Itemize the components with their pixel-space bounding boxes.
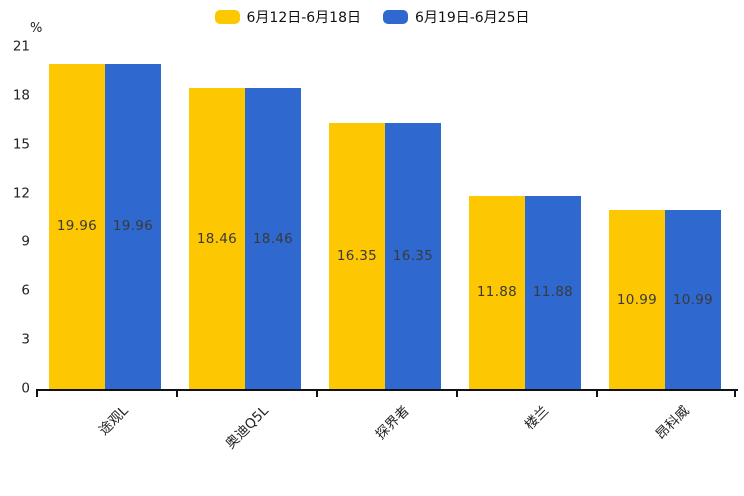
legend-swatch-week2-icon <box>383 10 408 24</box>
bar-value-label: 11.88 <box>476 284 518 301</box>
y-axis-tick-label: 6 <box>21 282 30 299</box>
y-axis-tick-label: 18 <box>12 87 30 104</box>
x-axis-category-label: 昂科威 <box>652 402 693 443</box>
bar-week1[interactable]: 11.88 <box>469 195 525 389</box>
bar-week2[interactable]: 10.99 <box>665 210 721 389</box>
bar-value-label: 16.35 <box>392 247 434 264</box>
bar-value-label: 18.46 <box>252 230 294 247</box>
bar-value-label: 19.96 <box>56 218 98 235</box>
bar-week2[interactable]: 19.96 <box>105 63 161 389</box>
y-axis-tick-label: 15 <box>12 135 30 152</box>
legend-swatch-week1-icon <box>214 10 240 24</box>
legend-label-week2: 6月19日-6月25日 <box>415 10 530 26</box>
y-axis-unit-label: % <box>30 21 43 36</box>
bar-value-label: 19.96 <box>112 218 154 235</box>
bar-week1[interactable]: 19.96 <box>49 63 105 389</box>
legend-item-week2[interactable]: 6月19日-6月25日 <box>383 7 530 27</box>
y-axis-tick-label: 0 <box>21 380 30 397</box>
x-axis-tick <box>176 391 178 397</box>
x-axis-category-label: 途观L <box>96 402 133 439</box>
x-axis-tick <box>456 391 458 397</box>
x-axis-tick <box>734 391 736 397</box>
x-axis-line <box>36 389 738 391</box>
legend-item-week1[interactable]: 6月12日-6月18日 <box>214 7 362 27</box>
bar-value-label: 10.99 <box>616 291 658 308</box>
bar-value-label: 18.46 <box>196 230 238 247</box>
x-axis-category-label: 奥迪Q5L <box>222 402 273 453</box>
y-axis-tick-label: 21 <box>12 38 30 55</box>
bar-week1[interactable]: 18.46 <box>189 88 245 389</box>
x-axis-category-label: 探界者 <box>372 402 413 443</box>
y-axis-tick-label: 3 <box>21 331 30 348</box>
legend-label-week1: 6月12日-6月18日 <box>246 10 362 26</box>
x-axis-category-label: 楼兰 <box>521 402 553 434</box>
bar-value-label: 11.88 <box>532 284 574 301</box>
y-axis-tick-label: 9 <box>21 233 30 250</box>
bar-week2[interactable]: 16.35 <box>385 122 441 389</box>
y-axis-tick-label: 12 <box>12 184 30 201</box>
x-axis-tick <box>316 391 318 397</box>
bar-week2[interactable]: 18.46 <box>245 88 301 389</box>
bar-week1[interactable]: 10.99 <box>609 210 665 389</box>
bar-week2[interactable]: 11.88 <box>525 195 581 389</box>
x-axis-tick <box>596 391 598 397</box>
legend: 6月12日-6月18日 6月19日-6月25日 <box>0 7 744 27</box>
bar-value-label: 16.35 <box>336 247 378 264</box>
bar-week1[interactable]: 16.35 <box>329 122 385 389</box>
bar-value-label: 10.99 <box>672 291 714 308</box>
x-axis-tick <box>36 391 38 397</box>
